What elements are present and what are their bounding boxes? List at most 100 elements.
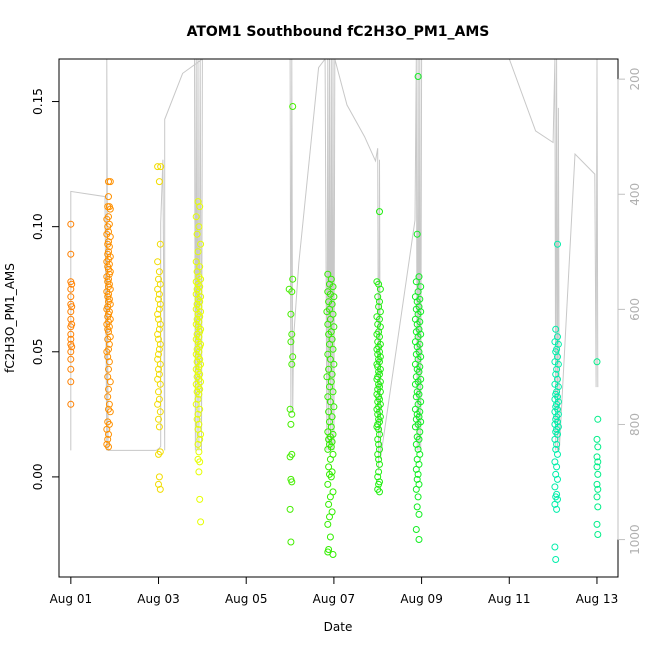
data-point — [414, 445, 422, 453]
data-point — [376, 460, 383, 468]
data-point — [329, 551, 337, 558]
data-point — [412, 393, 420, 401]
data-point — [376, 208, 383, 216]
data-point — [412, 485, 420, 493]
data-point — [326, 383, 333, 391]
data-point — [155, 450, 162, 458]
data-point — [593, 520, 601, 528]
data-point — [552, 556, 560, 563]
data-point — [413, 230, 421, 238]
data-point — [155, 365, 162, 373]
right-tick-label: 400 — [628, 183, 642, 206]
x-tick-label: Aug 13 — [576, 592, 619, 606]
data-point — [375, 468, 383, 476]
data-point — [326, 355, 334, 363]
data-point — [329, 283, 337, 291]
data-point — [195, 448, 203, 456]
data-point — [287, 420, 295, 428]
data-point — [155, 178, 163, 186]
data-point — [156, 408, 164, 416]
data-point — [106, 205, 114, 213]
data-point — [67, 250, 75, 258]
data-point — [67, 400, 75, 408]
data-point — [412, 526, 420, 533]
data-point — [195, 420, 203, 428]
data-point — [105, 385, 112, 393]
data-point — [196, 435, 204, 443]
data-point — [593, 453, 601, 461]
data-point — [593, 358, 601, 366]
data-point — [156, 240, 164, 248]
data-point — [286, 453, 294, 461]
data-point — [554, 475, 561, 483]
data-point — [594, 531, 602, 538]
data-point — [155, 423, 163, 431]
series-group — [67, 220, 76, 408]
data-point — [324, 480, 332, 488]
data-point — [326, 340, 333, 348]
data-point — [192, 258, 200, 266]
data-point — [196, 458, 204, 466]
data-point — [105, 365, 112, 373]
data-point — [326, 513, 333, 521]
data-point — [67, 293, 75, 301]
data-point — [197, 430, 205, 438]
data-point — [326, 455, 334, 463]
right-axis: 200 400 600 800 1000 — [617, 68, 642, 555]
data-point — [594, 470, 602, 478]
data-point — [67, 285, 75, 293]
data-point — [197, 518, 205, 526]
right-tick-label: 600 — [628, 298, 642, 321]
data-point — [105, 400, 113, 408]
data-point — [287, 310, 295, 318]
data-point — [67, 308, 75, 316]
data-point — [325, 330, 333, 338]
data-point — [324, 320, 332, 328]
data-point — [375, 480, 383, 488]
data-point — [287, 538, 295, 546]
data-point — [105, 193, 112, 201]
y-tick-label: 0.05 — [31, 338, 45, 365]
data-point — [103, 348, 111, 356]
data-point — [325, 365, 333, 373]
data-point — [551, 435, 559, 443]
data-point — [413, 503, 421, 511]
data-point — [197, 240, 205, 248]
data-point — [289, 103, 297, 110]
data-point — [551, 483, 559, 491]
series-group — [551, 240, 562, 563]
data-point — [323, 373, 331, 381]
data-point — [324, 445, 332, 453]
data-point — [375, 440, 383, 448]
data-point — [106, 178, 114, 186]
data-point — [154, 400, 162, 408]
data-point — [195, 390, 203, 398]
data-point — [376, 488, 383, 496]
data-point — [67, 355, 75, 363]
data-point — [104, 223, 112, 231]
series-group — [285, 103, 297, 546]
data-point — [593, 463, 601, 471]
data-point — [195, 468, 203, 476]
data-point — [288, 330, 296, 338]
data-point — [415, 536, 423, 543]
data-point — [286, 505, 294, 513]
chart-title: ATOM1 Southbound fC2H3O_PM1_AMS — [187, 24, 490, 40]
y-tick-label: 0.00 — [31, 464, 45, 491]
data-point — [594, 485, 602, 493]
y-axis: 0.00 0.05 0.10 0.15 — [31, 88, 60, 491]
right-tick-label: 800 — [628, 413, 642, 436]
data-point — [329, 388, 337, 396]
data-point — [67, 378, 75, 386]
x-tick-label: Aug 03 — [137, 592, 180, 606]
data-point — [194, 410, 202, 418]
x-tick-label: Aug 07 — [313, 592, 356, 606]
data-point — [68, 280, 76, 288]
data-point — [593, 435, 601, 443]
data-point — [194, 248, 202, 256]
data-point — [327, 473, 335, 481]
data-point — [326, 533, 334, 541]
data-point — [288, 360, 296, 368]
data-point — [104, 335, 112, 343]
data-point — [553, 463, 561, 471]
